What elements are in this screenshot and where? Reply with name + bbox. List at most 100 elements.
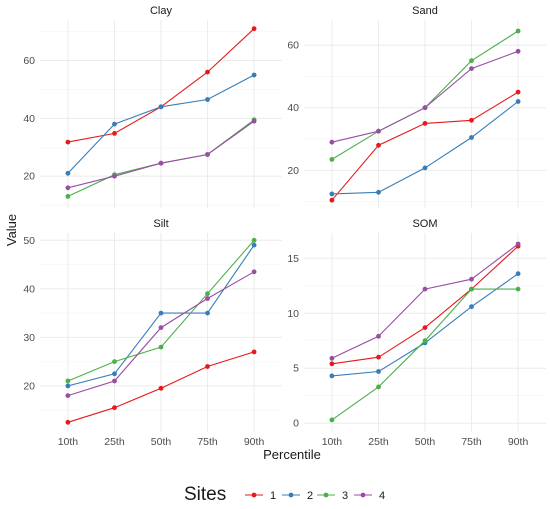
data-point-site-1 — [205, 364, 210, 369]
data-point-site-4 — [205, 152, 210, 157]
data-point-site-4 — [422, 105, 428, 111]
panel-title-som: SOM — [412, 218, 437, 230]
y-tick-label: 0 — [293, 418, 299, 430]
data-point-site-4 — [422, 286, 428, 292]
y-tick-label: 40 — [23, 113, 35, 125]
legend-label-site-2: 2 — [307, 490, 313, 502]
data-point-site-4 — [329, 355, 335, 361]
data-point-site-1 — [469, 117, 474, 123]
data-point-site-4 — [112, 378, 117, 384]
data-point-site-2 — [515, 99, 521, 104]
y-axis-title: Value — [4, 214, 19, 246]
data-point-site-1 — [515, 89, 521, 95]
data-point-site-3 — [205, 291, 210, 297]
data-point-site-2 — [158, 310, 164, 316]
data-point-site-4 — [515, 241, 521, 247]
data-point-site-1 — [251, 349, 257, 355]
y-tick-label: 15 — [287, 253, 299, 265]
panel-som: SOM 0 5 10 15 10th 25th 50th 75th 90th — [287, 218, 546, 448]
legend-key-site-1: 1 — [245, 490, 276, 502]
data-point-site-3 — [422, 338, 428, 344]
x-tick-label: 50th — [151, 436, 172, 448]
data-point-site-2 — [251, 72, 257, 78]
data-point-site-3 — [469, 58, 474, 64]
x-tick-label: 90th — [244, 436, 265, 448]
data-point-site-1 — [112, 131, 117, 136]
data-point-site-2 — [469, 304, 474, 310]
data-point-site-4 — [515, 48, 521, 54]
data-point-site-2 — [65, 170, 71, 176]
y-tick-label: 10 — [287, 308, 299, 320]
data-point-site-3 — [158, 344, 164, 350]
panel-title-sand: Sand — [412, 5, 438, 17]
legend-keys: 1 2 3 4 — [245, 490, 385, 502]
x-tick-label: 25th — [104, 436, 125, 448]
data-point-site-4 — [65, 393, 71, 398]
legend-key-site-4: 4 — [354, 490, 385, 502]
panel-clay: Clay 20 40 60 — [23, 5, 282, 208]
data-point-site-1 — [65, 139, 71, 145]
data-point-site-2 — [376, 369, 381, 374]
data-point-site-4 — [251, 118, 257, 124]
y-tick-label: 60 — [287, 40, 299, 52]
legend-label-site-1: 1 — [270, 490, 276, 502]
y-tick-label: 60 — [23, 55, 35, 67]
data-point-site-1 — [422, 121, 428, 126]
data-point-site-3 — [329, 157, 335, 162]
y-tick-label: 20 — [23, 380, 35, 392]
data-point-site-4 — [251, 269, 257, 275]
data-point-site-3 — [112, 359, 117, 364]
x-tick-label: 10th — [58, 436, 79, 448]
data-point-site-2 — [251, 242, 257, 248]
x-tick-label: 75th — [461, 436, 482, 448]
data-point-site-3 — [329, 417, 335, 423]
x-tick-label: 10th — [322, 436, 343, 448]
legend-point-site-1 — [251, 492, 257, 498]
data-point-site-4 — [329, 139, 335, 145]
data-point-site-3 — [376, 384, 381, 390]
x-tick-label: 90th — [508, 436, 529, 448]
legend-point-site-4 — [360, 492, 366, 498]
data-point-site-4 — [158, 325, 164, 330]
data-point-site-1 — [251, 26, 257, 32]
data-point-site-4 — [376, 333, 381, 339]
data-point-site-3 — [515, 28, 521, 34]
legend-label-site-4: 4 — [379, 490, 385, 502]
x-tick-label: 75th — [197, 436, 218, 448]
panel-title-silt: Silt — [153, 218, 168, 230]
y-tick-label: 50 — [23, 235, 35, 247]
data-point-site-3 — [65, 194, 71, 199]
data-point-site-2 — [376, 189, 381, 195]
data-point-site-3 — [469, 286, 474, 292]
data-point-site-4 — [112, 173, 117, 179]
data-point-site-1 — [376, 354, 381, 360]
y-tick-label: 5 — [293, 363, 299, 375]
legend-point-site-2 — [288, 492, 294, 498]
y-tick-label: 40 — [287, 102, 299, 114]
data-point-site-4 — [205, 296, 210, 301]
data-point-site-1 — [65, 419, 71, 425]
data-point-site-2 — [515, 271, 521, 277]
y-tick-label: 20 — [23, 171, 35, 183]
data-point-site-1 — [329, 361, 335, 367]
data-point-site-1 — [205, 69, 210, 75]
data-point-site-4 — [376, 128, 381, 134]
panel-title-clay: Clay — [150, 5, 173, 17]
y-tick-label: 30 — [23, 332, 35, 344]
data-point-site-3 — [65, 378, 71, 384]
data-point-site-2 — [158, 104, 164, 110]
data-point-site-1 — [376, 142, 381, 148]
data-point-site-2 — [422, 165, 428, 171]
panel-silt: Silt 20 30 40 50 10th 25th 50th 75th 90th — [23, 218, 282, 448]
data-point-site-2 — [205, 310, 210, 316]
panel-sand: Sand 20 40 60 — [287, 5, 546, 208]
data-point-site-2 — [205, 97, 210, 102]
legend: Sites 1 2 3 4 — [184, 484, 385, 505]
legend-label-site-3: 3 — [342, 490, 348, 502]
y-tick-label: 20 — [287, 165, 299, 177]
data-point-site-4 — [65, 185, 71, 191]
legend-title: Sites — [184, 484, 226, 505]
legend-point-site-3 — [323, 492, 329, 498]
